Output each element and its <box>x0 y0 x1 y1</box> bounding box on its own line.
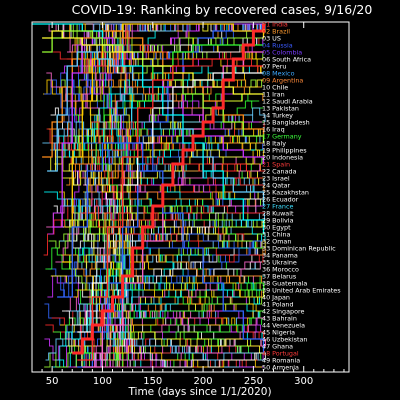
legend-entry: 34 Panama <box>262 252 298 260</box>
legend-entry: 06 South Africa <box>262 56 311 64</box>
series-line-india <box>72 24 265 355</box>
x-tick-label: 50 <box>46 376 59 387</box>
legend-entry: 03 US <box>262 35 281 43</box>
legend-entry: 05 Colombia <box>262 49 302 57</box>
x-tick-label: 200 <box>194 376 213 387</box>
series-line-italy <box>42 30 265 143</box>
legend-entry: 16 Iraq <box>262 126 285 134</box>
legend-entry: 25 Kazakhstan <box>262 189 309 197</box>
series-line-iran <box>42 30 264 95</box>
legend-entry: 17 Germany <box>262 133 302 141</box>
plot-frame <box>31 21 350 373</box>
series-layer <box>32 23 266 368</box>
legend-entry: 08 Mexico <box>262 70 295 78</box>
series-line-china <box>32 23 265 234</box>
x-axis-ticks: 50 100 150 200 250 300 <box>41 22 345 387</box>
series-line-peru <box>77 58 264 361</box>
legend-entry: 20 Indonesia <box>262 154 303 162</box>
legend-entry: 32 Oman <box>262 238 291 246</box>
legend-entry: 42 Singapore <box>262 308 304 316</box>
legend-entry: 04 Russia <box>262 42 293 50</box>
background-trace <box>76 86 260 151</box>
legend-entry: 01 India <box>262 21 288 29</box>
legend-entry: 46 Uzbekistan <box>262 336 307 344</box>
legend-entry: 33 Dominican Republic <box>262 245 336 253</box>
legend-entry: 07 Peru <box>262 63 286 71</box>
background-trace <box>74 163 265 200</box>
legend-entry: 15 Bangladesh <box>262 119 310 127</box>
background-trace <box>101 310 259 354</box>
legend-entry: 48 Portugal <box>262 350 299 358</box>
background-trace <box>73 303 265 361</box>
legend-entry: 11 Iran <box>262 91 285 99</box>
background-trace <box>91 247 262 284</box>
background-trace <box>107 219 264 263</box>
x-tick-label: 300 <box>294 376 313 387</box>
legend-entry: 50 Armenia <box>262 364 299 372</box>
background-trace <box>62 240 263 284</box>
legend-entry: 13 Pakistan <box>262 105 299 113</box>
legend-entry: 19 Philippines <box>262 147 307 155</box>
background-trace <box>56 129 261 186</box>
legend-entry: 47 Ghana <box>262 343 293 351</box>
legend-entry: 28 Kuwait <box>262 210 294 218</box>
legend-entry: 12 Saudi Arabia <box>262 98 313 106</box>
background-trace <box>87 205 265 228</box>
legend-entry: 14 Turkey <box>262 112 293 120</box>
background-trace <box>97 296 264 368</box>
legend-entry: 43 Bahrain <box>262 315 297 323</box>
background-trace <box>101 37 265 53</box>
legend-entry: 35 Ukraine <box>262 259 297 267</box>
highlight-layer <box>72 24 265 355</box>
background-trace <box>50 107 266 151</box>
series-line-brazil <box>77 30 264 368</box>
x-tick-label: 250 <box>244 376 263 387</box>
legend-entry: 41 Poland <box>262 301 294 309</box>
series-line-france <box>47 51 265 206</box>
legend-entry: 45 Nigeria <box>262 329 295 337</box>
legend-entry: 23 Israel <box>262 175 290 183</box>
chart-title: COVID-19: Ranking by recovered cases, 9/… <box>72 2 373 17</box>
background-trace <box>91 121 263 179</box>
x-tick-label: 100 <box>93 376 112 387</box>
legend-entry: 09 Argentina <box>262 77 303 85</box>
legend-entry: 24 Qatar <box>262 182 291 190</box>
x-tick-label: 150 <box>143 376 162 387</box>
legend-entry: 27 France <box>262 203 293 211</box>
legend-entry: 39 United Arab Emirates <box>262 287 341 295</box>
legend-entry: 40 Japan <box>262 294 290 302</box>
x-axis-label: Time (days since 1/1/2020) <box>127 386 271 398</box>
legend-entry: 37 Belarus <box>262 273 297 281</box>
legend-entry: 18 Italy <box>262 140 286 148</box>
legend-entry: 02 Brazil <box>262 28 290 36</box>
legend-entry: 10 Chile <box>262 84 288 92</box>
legend-entry: 26 Ecuador <box>262 196 299 204</box>
legend-entry: 22 Canada <box>262 168 297 176</box>
background-trace <box>83 128 263 193</box>
legend-entry: 31 China <box>262 231 291 239</box>
legend-entry: 38 Guatemala <box>262 280 307 288</box>
legend-entry: 36 Morocco <box>262 266 299 274</box>
legend-entry: 21 Spain <box>262 161 290 169</box>
legend-entry: 49 Romania <box>262 357 300 365</box>
legend-entry: 30 Egypt <box>262 224 291 232</box>
legend-entry: 44 Venezuela <box>262 322 305 330</box>
legend-entry: 29 Bolivia <box>262 217 294 225</box>
